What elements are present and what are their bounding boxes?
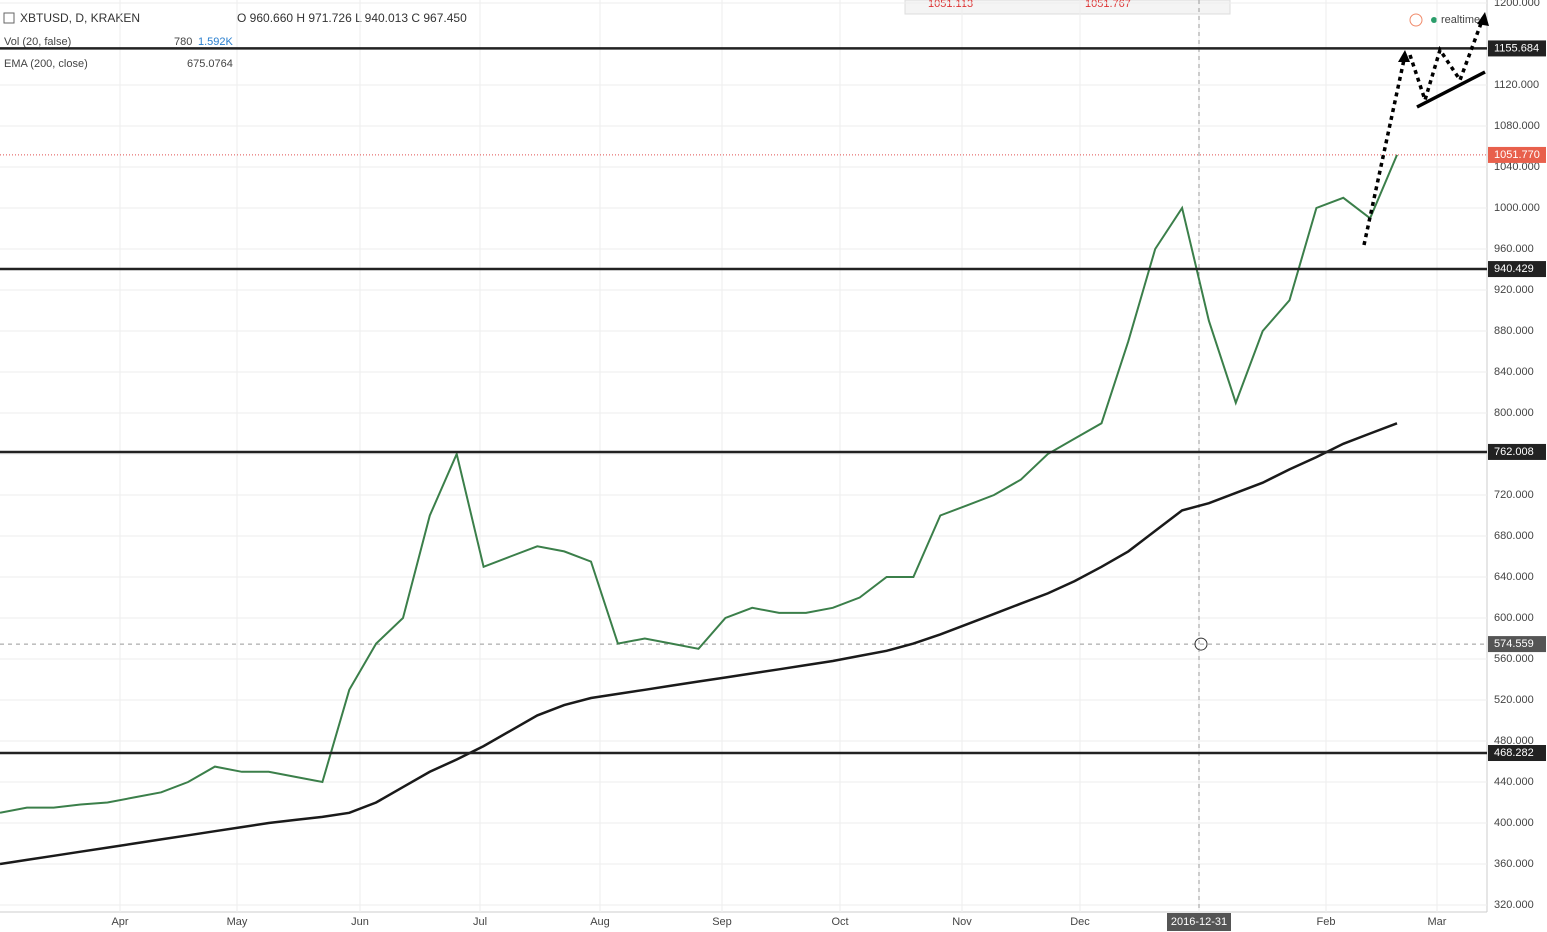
x-tick-label: Mar	[1428, 916, 1447, 928]
level-label-bg	[1488, 443, 1546, 460]
cursor	[1194, 637, 1208, 651]
y-tick-label: 880.000	[1494, 325, 1534, 337]
drawing-arrows	[1362, 12, 1489, 246]
ema-label: EMA (200, close)	[4, 58, 88, 70]
ohlc: O 960.660 H 971.726 L 940.013 C 967.450	[237, 11, 467, 25]
volume-value: 780	[174, 36, 192, 48]
y-tick-label: 320.000	[1494, 899, 1534, 911]
y-tick-label: 1200.000	[1494, 0, 1540, 9]
volume-average: 1.592K	[198, 36, 234, 48]
y-tick-label: 1040.000	[1494, 161, 1540, 173]
x-tick-label: Jun	[351, 916, 369, 928]
x-tick-label: Oct	[831, 916, 848, 928]
level-label: 762.008	[1494, 446, 1534, 458]
info-icon[interactable]	[1409, 13, 1423, 27]
last-price-bg	[1488, 146, 1546, 163]
bid[interactable]: 1051.113	[928, 0, 973, 10]
crosshair-label: 574.559	[1494, 638, 1534, 650]
y-tick-label: 440.000	[1494, 776, 1534, 788]
y-tick-label: 560.000	[1494, 653, 1534, 665]
header: XBTUSD, D, KRAKEN O 960.660 H 971.726 L …	[3, 0, 1480, 70]
x-tick-label: 2016-12-31	[1171, 916, 1227, 928]
arrow-path	[1408, 17, 1485, 106]
level-label: 940.429	[1494, 263, 1534, 275]
y-tick-label: 480.000	[1494, 735, 1534, 747]
ema-line	[0, 422, 1398, 866]
y-tick-label: 640.000	[1494, 571, 1534, 583]
x-tick-label: Nov	[952, 916, 972, 928]
y-tick-label: 360.000	[1494, 858, 1534, 870]
y-tick-label: 920.000	[1494, 284, 1534, 296]
y-tick-label: 1120.000	[1494, 79, 1539, 91]
realtime: realtime	[1441, 14, 1480, 26]
x-tick-label: Jul	[473, 916, 487, 928]
x-tick-label: May	[227, 916, 248, 928]
y-tick-label: 520.000	[1494, 694, 1534, 706]
ask[interactable]: 1051.767	[1085, 0, 1131, 10]
y-tick-label: 680.000	[1494, 530, 1534, 542]
price-line	[0, 154, 1398, 814]
x-tick-label: Feb	[1317, 916, 1336, 928]
x-tick-label: Sep	[712, 916, 732, 928]
crosshair-label-bg	[1488, 636, 1546, 653]
x-highlight	[1167, 913, 1231, 931]
y-tick-label: 960.000	[1494, 243, 1534, 255]
y-tick-label: 840.000	[1494, 366, 1534, 378]
x-tick-label: Dec	[1070, 916, 1090, 928]
arrow-head	[1398, 50, 1410, 62]
level-label: 468.282	[1494, 747, 1534, 759]
collapse-icon[interactable]	[3, 12, 15, 24]
y-tick-label: 720.000	[1494, 489, 1534, 501]
trend-line	[1416, 70, 1486, 109]
y-tick-label: 1000.000	[1494, 202, 1540, 214]
status-dot	[1431, 17, 1437, 23]
level-label: 1155.684	[1494, 42, 1539, 54]
y-tick-label: 600.000	[1494, 612, 1534, 624]
arrow-head	[1477, 12, 1489, 26]
arrow-up-path	[1362, 54, 1407, 246]
x-tick-label: Apr	[111, 916, 128, 928]
level-label-bg	[1488, 261, 1546, 278]
x-tick-label: Aug	[590, 916, 610, 928]
level-label-bg	[1488, 40, 1546, 57]
volume-label: Vol (20, false)	[4, 36, 71, 48]
y-tick-label: 800.000	[1494, 407, 1534, 419]
y-tick-label: 400.000	[1494, 817, 1534, 829]
last-price-label: 1051.770	[1494, 149, 1540, 161]
symbol: XBTUSD, D, KRAKEN	[20, 11, 140, 25]
ema-value: 675.0764	[187, 58, 233, 70]
level-label-bg	[1488, 745, 1546, 762]
y-tick-label: 1080.000	[1494, 120, 1540, 132]
